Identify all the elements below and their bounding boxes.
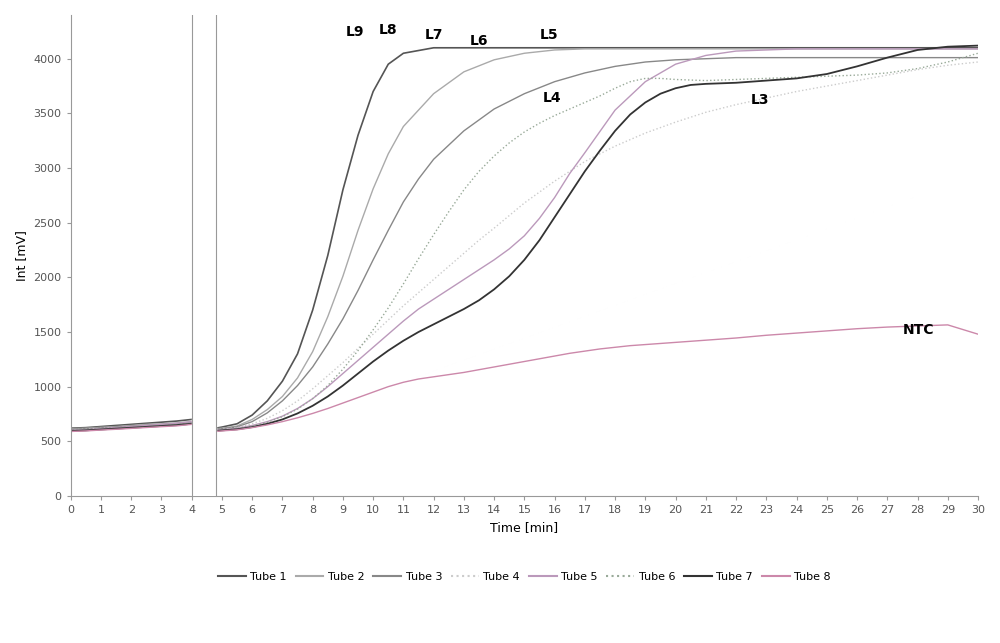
Bar [192, 15, 216, 496]
Text: L5: L5 [539, 28, 558, 42]
Text: L7: L7 [425, 28, 443, 42]
Text: L4: L4 [542, 91, 561, 105]
Text: L9: L9 [346, 25, 364, 39]
Text: L6: L6 [470, 34, 488, 48]
X-axis label: Time [min]: Time [min] [490, 521, 558, 534]
Text: L8: L8 [379, 23, 398, 37]
Legend: Tube 1, Tube 2, Tube 3, Tube 4, Tube 5, Tube 6, Tube 7, Tube 8: Tube 1, Tube 2, Tube 3, Tube 4, Tube 5, … [214, 568, 835, 586]
Text: L3: L3 [751, 93, 770, 107]
Text: NTC: NTC [902, 323, 934, 338]
Y-axis label: Int [mV]: Int [mV] [15, 230, 28, 281]
